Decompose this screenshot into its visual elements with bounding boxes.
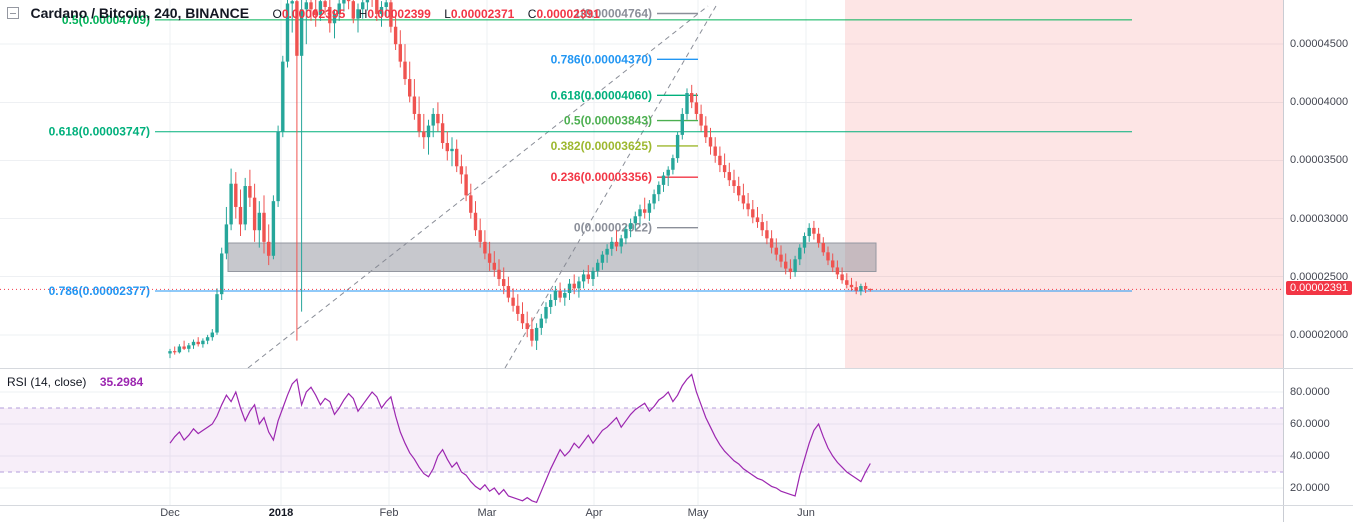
rsi-axis-label: 20.0000	[1290, 482, 1330, 494]
high-label: H	[358, 7, 368, 21]
rsi-value: 35.2984	[99, 375, 144, 389]
open-value: 0.00002395	[281, 7, 346, 21]
high-value: 0.00002399	[367, 7, 431, 21]
close-value: 0.00002391	[536, 7, 600, 21]
time-axis-label: May	[687, 507, 709, 519]
price-axis-label: 0.00003500	[1290, 154, 1349, 167]
supply-zone-box[interactable]	[227, 242, 877, 272]
time-axis[interactable]: Dec 2018 Feb Mar Apr May Jun	[0, 506, 1283, 522]
time-axis-separator	[0, 505, 1353, 506]
low-label: L	[444, 7, 451, 21]
rsi-title[interactable]: RSI (14, close)	[7, 375, 87, 389]
time-axis-label: Apr	[585, 507, 603, 519]
fib-level-label: 0.618(0.00003747)	[49, 125, 150, 139]
fib-level-label: 0.786(0.00004370)	[551, 52, 652, 66]
fib-level-label: 0.5(0.00004709)	[62, 13, 150, 27]
rsi-chart[interactable]	[0, 368, 1283, 505]
fib-level-label: 0.382(0.00003625)	[551, 139, 652, 153]
fib-level-label: 0.786(0.00002377)	[49, 284, 150, 298]
rsi-band	[0, 408, 1283, 472]
time-axis-label: 2018	[268, 507, 294, 519]
time-axis-label: Jun	[797, 507, 815, 519]
price-chart[interactable]: 0.5(0.00004709) 0.618(0.00003747) 0.786(0.…	[0, 0, 1283, 368]
collapse-pane-icon[interactable]	[7, 7, 19, 19]
ohlc-values: O0.00002395 H0.00002399 L0.00002371 C0.0…	[264, 5, 600, 22]
fib-retracement-short[interactable]: 1(0.00004764) 0.786(0.00004370) 0.618(0.00…	[551, 6, 698, 235]
symbol-legend: Cardano / Bitcoin, 240, BINANCE O0.00002…	[7, 5, 600, 23]
rsi-legend: RSI (14, close) 35.2984	[7, 373, 143, 391]
rsi-axis-label: 40.0000	[1290, 450, 1330, 462]
price-axis-label: 0.00002500	[1290, 270, 1349, 283]
fib-level-label: 0.5(0.00003843)	[564, 114, 652, 128]
price-axis-label: 0.00002000	[1290, 328, 1349, 341]
price-axis-label: 0.00003000	[1290, 212, 1349, 225]
fib-level-label: 0.236(0.00003356)	[551, 170, 652, 184]
trendlines[interactable]	[247, 5, 717, 368]
rsi-line	[169, 373, 871, 504]
price-axis-label: 0.00004500	[1290, 38, 1349, 51]
low-value: 0.00002371	[450, 7, 515, 21]
price-axis[interactable]: 0.00004500 0.00004000 0.00003500 0.00003000…	[1283, 0, 1353, 522]
rsi-gridlines	[0, 368, 1283, 505]
rsi-axis-label: 80.0000	[1290, 386, 1330, 398]
fib-level-label: 0(0.00002922)	[574, 221, 652, 235]
time-axis-label: Dec	[160, 507, 180, 519]
fib-retracement-long[interactable]: 0.5(0.00004709) 0.618(0.00003747) 0.786(0.…	[49, 13, 1132, 298]
candlestick-series	[168, 0, 872, 359]
open-label: O	[272, 7, 282, 21]
fib-level-label: 1(0.00004764)	[574, 6, 652, 20]
symbol-title[interactable]: Cardano / Bitcoin, 240, BINANCE	[30, 5, 250, 21]
close-label: C	[527, 7, 537, 21]
pane-separator[interactable]	[0, 368, 1353, 369]
rsi-axis-label: 60.0000	[1290, 418, 1330, 430]
current-price-badge: 0.00002391	[1286, 281, 1353, 296]
price-axis-label: 0.00004000	[1290, 96, 1349, 109]
time-axis-label: Feb	[379, 507, 399, 519]
time-axis-label: Mar	[477, 507, 497, 519]
highlight-region[interactable]	[845, 0, 1283, 368]
fib-level-label: 0.618(0.00004060)	[551, 88, 652, 102]
